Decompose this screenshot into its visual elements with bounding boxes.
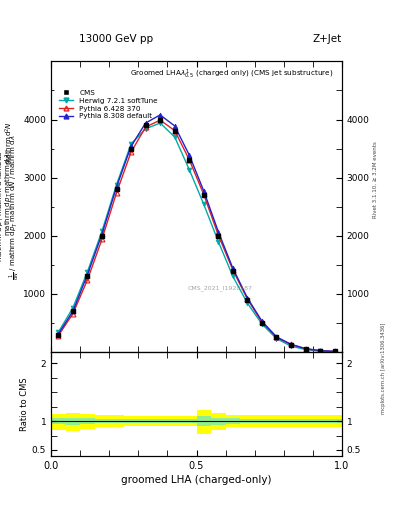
Text: CMS_2021_I1920187: CMS_2021_I1920187 xyxy=(187,285,252,291)
Y-axis label: mathrm d$^2$N
mathrm d $p_\mathrm{T}$ mathrm d lambda
$\frac{1}{\mathrm{d}N}$ / : mathrm d$^2$N mathrm d $p_\mathrm{T}$ ma… xyxy=(0,134,22,280)
Text: $\mathrm{mathrm\,d}^2N$: $\mathrm{mathrm\,d}^2N$ xyxy=(4,121,15,165)
Text: Rivet 3.1.10, ≥ 3.2M events: Rivet 3.1.10, ≥ 3.2M events xyxy=(373,141,378,218)
Text: Groomed LHA$\lambda^{1}_{0.5}$ (charged only) (CMS jet substructure): Groomed LHA$\lambda^{1}_{0.5}$ (charged … xyxy=(130,67,333,80)
Y-axis label: Ratio to CMS: Ratio to CMS xyxy=(20,377,29,431)
X-axis label: groomed LHA (charged-only): groomed LHA (charged-only) xyxy=(121,475,272,485)
Text: Z+Jet: Z+Jet xyxy=(313,33,342,44)
Text: mcplots.cern.ch [arXiv:1306.3436]: mcplots.cern.ch [arXiv:1306.3436] xyxy=(381,323,386,414)
Text: $\mathrm{mathrm\,d}\,p_T\,\mathrm{mathrm\,d}\,\lambda$: $\mathrm{mathrm\,d}\,p_T\,\mathrm{mathrm… xyxy=(4,153,14,237)
Text: 13000 GeV pp: 13000 GeV pp xyxy=(79,33,153,44)
Legend: CMS, Herwig 7.2.1 softTune, Pythia 6.428 370, Pythia 8.308 default: CMS, Herwig 7.2.1 softTune, Pythia 6.428… xyxy=(58,88,159,121)
